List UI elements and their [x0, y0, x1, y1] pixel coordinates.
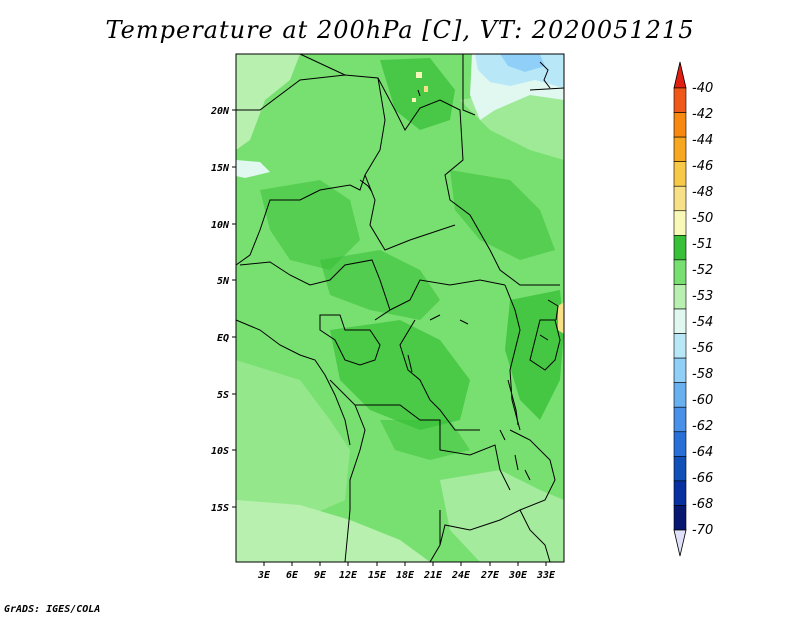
y-tick-eq: EQ — [217, 333, 229, 344]
x-tick-3e: 3E — [257, 570, 271, 581]
field-light-se — [440, 470, 564, 562]
colorbar-label: -60 — [692, 393, 713, 408]
colorbar-swatch — [673, 235, 687, 261]
field-dark-south — [380, 420, 470, 460]
colorbar-label: -58 — [692, 367, 713, 382]
y-tick-5s: 5S — [217, 390, 229, 401]
x-tick-15e: 15E — [368, 570, 387, 581]
tick-marks — [232, 109, 547, 566]
colorbar-bottom-arrow — [673, 529, 687, 557]
x-tick-24e: 24E — [451, 570, 471, 581]
colorbar-swatch — [673, 406, 687, 433]
colorbar-label: -52 — [692, 263, 713, 278]
colorbar-swatch — [673, 382, 687, 408]
colorbar-label: -56 — [692, 341, 713, 356]
colorbar: -40 -42 -44 -46 -48 -50 -51 -52 -53 -54 -56 -58 -60 -… — [673, 61, 713, 557]
field-light-nw — [236, 54, 300, 150]
field-blue-ne — [500, 54, 545, 72]
colorbar-label: -42 — [692, 107, 713, 122]
map-frame — [235, 53, 565, 563]
colorbar-swatch — [673, 259, 687, 285]
field-dark-w — [260, 180, 360, 270]
y-tick-labels: 20N 15N 10N 5N EQ 5S 10S 15S — [210, 106, 230, 514]
colorbar-label: -54 — [692, 315, 713, 330]
x-tick-30e: 30E — [508, 570, 528, 581]
map-field — [236, 54, 564, 562]
map-title: Temperature at 200hPa [C], VT: 202005121… — [105, 16, 695, 44]
colorbar-swatch — [673, 357, 687, 383]
field-tan-spot — [424, 86, 428, 92]
field-light-south — [236, 500, 430, 562]
colorbar-swatch — [673, 87, 687, 113]
colorbar-label: -48 — [692, 185, 713, 200]
field-dark-congo — [330, 320, 470, 430]
colorbar-swatch — [673, 333, 687, 359]
colorbar-swatch — [673, 161, 687, 187]
colorbar-swatch — [673, 112, 687, 138]
colorbar-swatch — [673, 480, 687, 506]
colorbar-label: -70 — [692, 523, 713, 538]
colorbar-label: -44 — [692, 133, 713, 148]
colorbar-swatch — [673, 505, 687, 531]
y-tick-15n: 15N — [211, 163, 230, 174]
y-tick-15s: 15S — [211, 503, 229, 514]
field-yellow-spot-2 — [412, 98, 416, 102]
x-tick-18e: 18E — [396, 570, 415, 581]
field-yellow-spot — [416, 72, 422, 78]
field-dark-n — [380, 58, 455, 130]
x-tick-6e: 6E — [286, 570, 299, 581]
colorbar-swatch — [673, 136, 687, 162]
colorbar-label: -51 — [692, 237, 713, 252]
x-tick-9e: 9E — [314, 570, 327, 581]
field-tan-east — [558, 302, 564, 334]
x-tick-33e: 33E — [536, 570, 556, 581]
y-tick-5n: 5N — [217, 276, 230, 287]
colorbar-top-arrow — [673, 61, 687, 89]
field-dark-e — [450, 170, 555, 260]
y-tick-10n: 10N — [211, 220, 230, 231]
y-tick-20n: 20N — [210, 106, 230, 117]
colorbar-label: -64 — [692, 445, 713, 460]
colorbar-swatch — [673, 284, 687, 310]
x-tick-labels: 3E 6E 9E 12E 15E 18E 21E 24E 27E 30E 33E — [257, 570, 556, 581]
colorbar-label: -66 — [692, 471, 713, 486]
colorbar-label: -50 — [692, 211, 713, 226]
colorbar-swatch — [673, 210, 687, 236]
field-dark-center — [320, 250, 440, 320]
colorbar-swatch — [673, 185, 687, 212]
field-dark-lakes — [505, 290, 564, 420]
y-tick-10s: 10S — [211, 446, 229, 457]
x-tick-12e: 12E — [339, 570, 358, 581]
field-cyan-w — [236, 160, 270, 178]
colorbar-label: -53 — [692, 289, 713, 304]
colorbar-label: -62 — [692, 419, 713, 434]
colorbar-label: -46 — [692, 159, 713, 174]
country-borders — [235, 53, 565, 563]
field-light-sw — [236, 360, 350, 530]
colorbar-label: -40 — [692, 81, 713, 96]
x-tick-27e: 27E — [480, 570, 500, 581]
colorbar-swatch — [673, 456, 687, 482]
colorbar-swatch — [673, 308, 687, 334]
colorbar-swatch — [673, 431, 687, 457]
grads-credit: GrADS: IGES/COLA — [4, 604, 101, 615]
x-tick-21e: 21E — [423, 570, 443, 581]
colorbar-label: -68 — [692, 497, 713, 512]
